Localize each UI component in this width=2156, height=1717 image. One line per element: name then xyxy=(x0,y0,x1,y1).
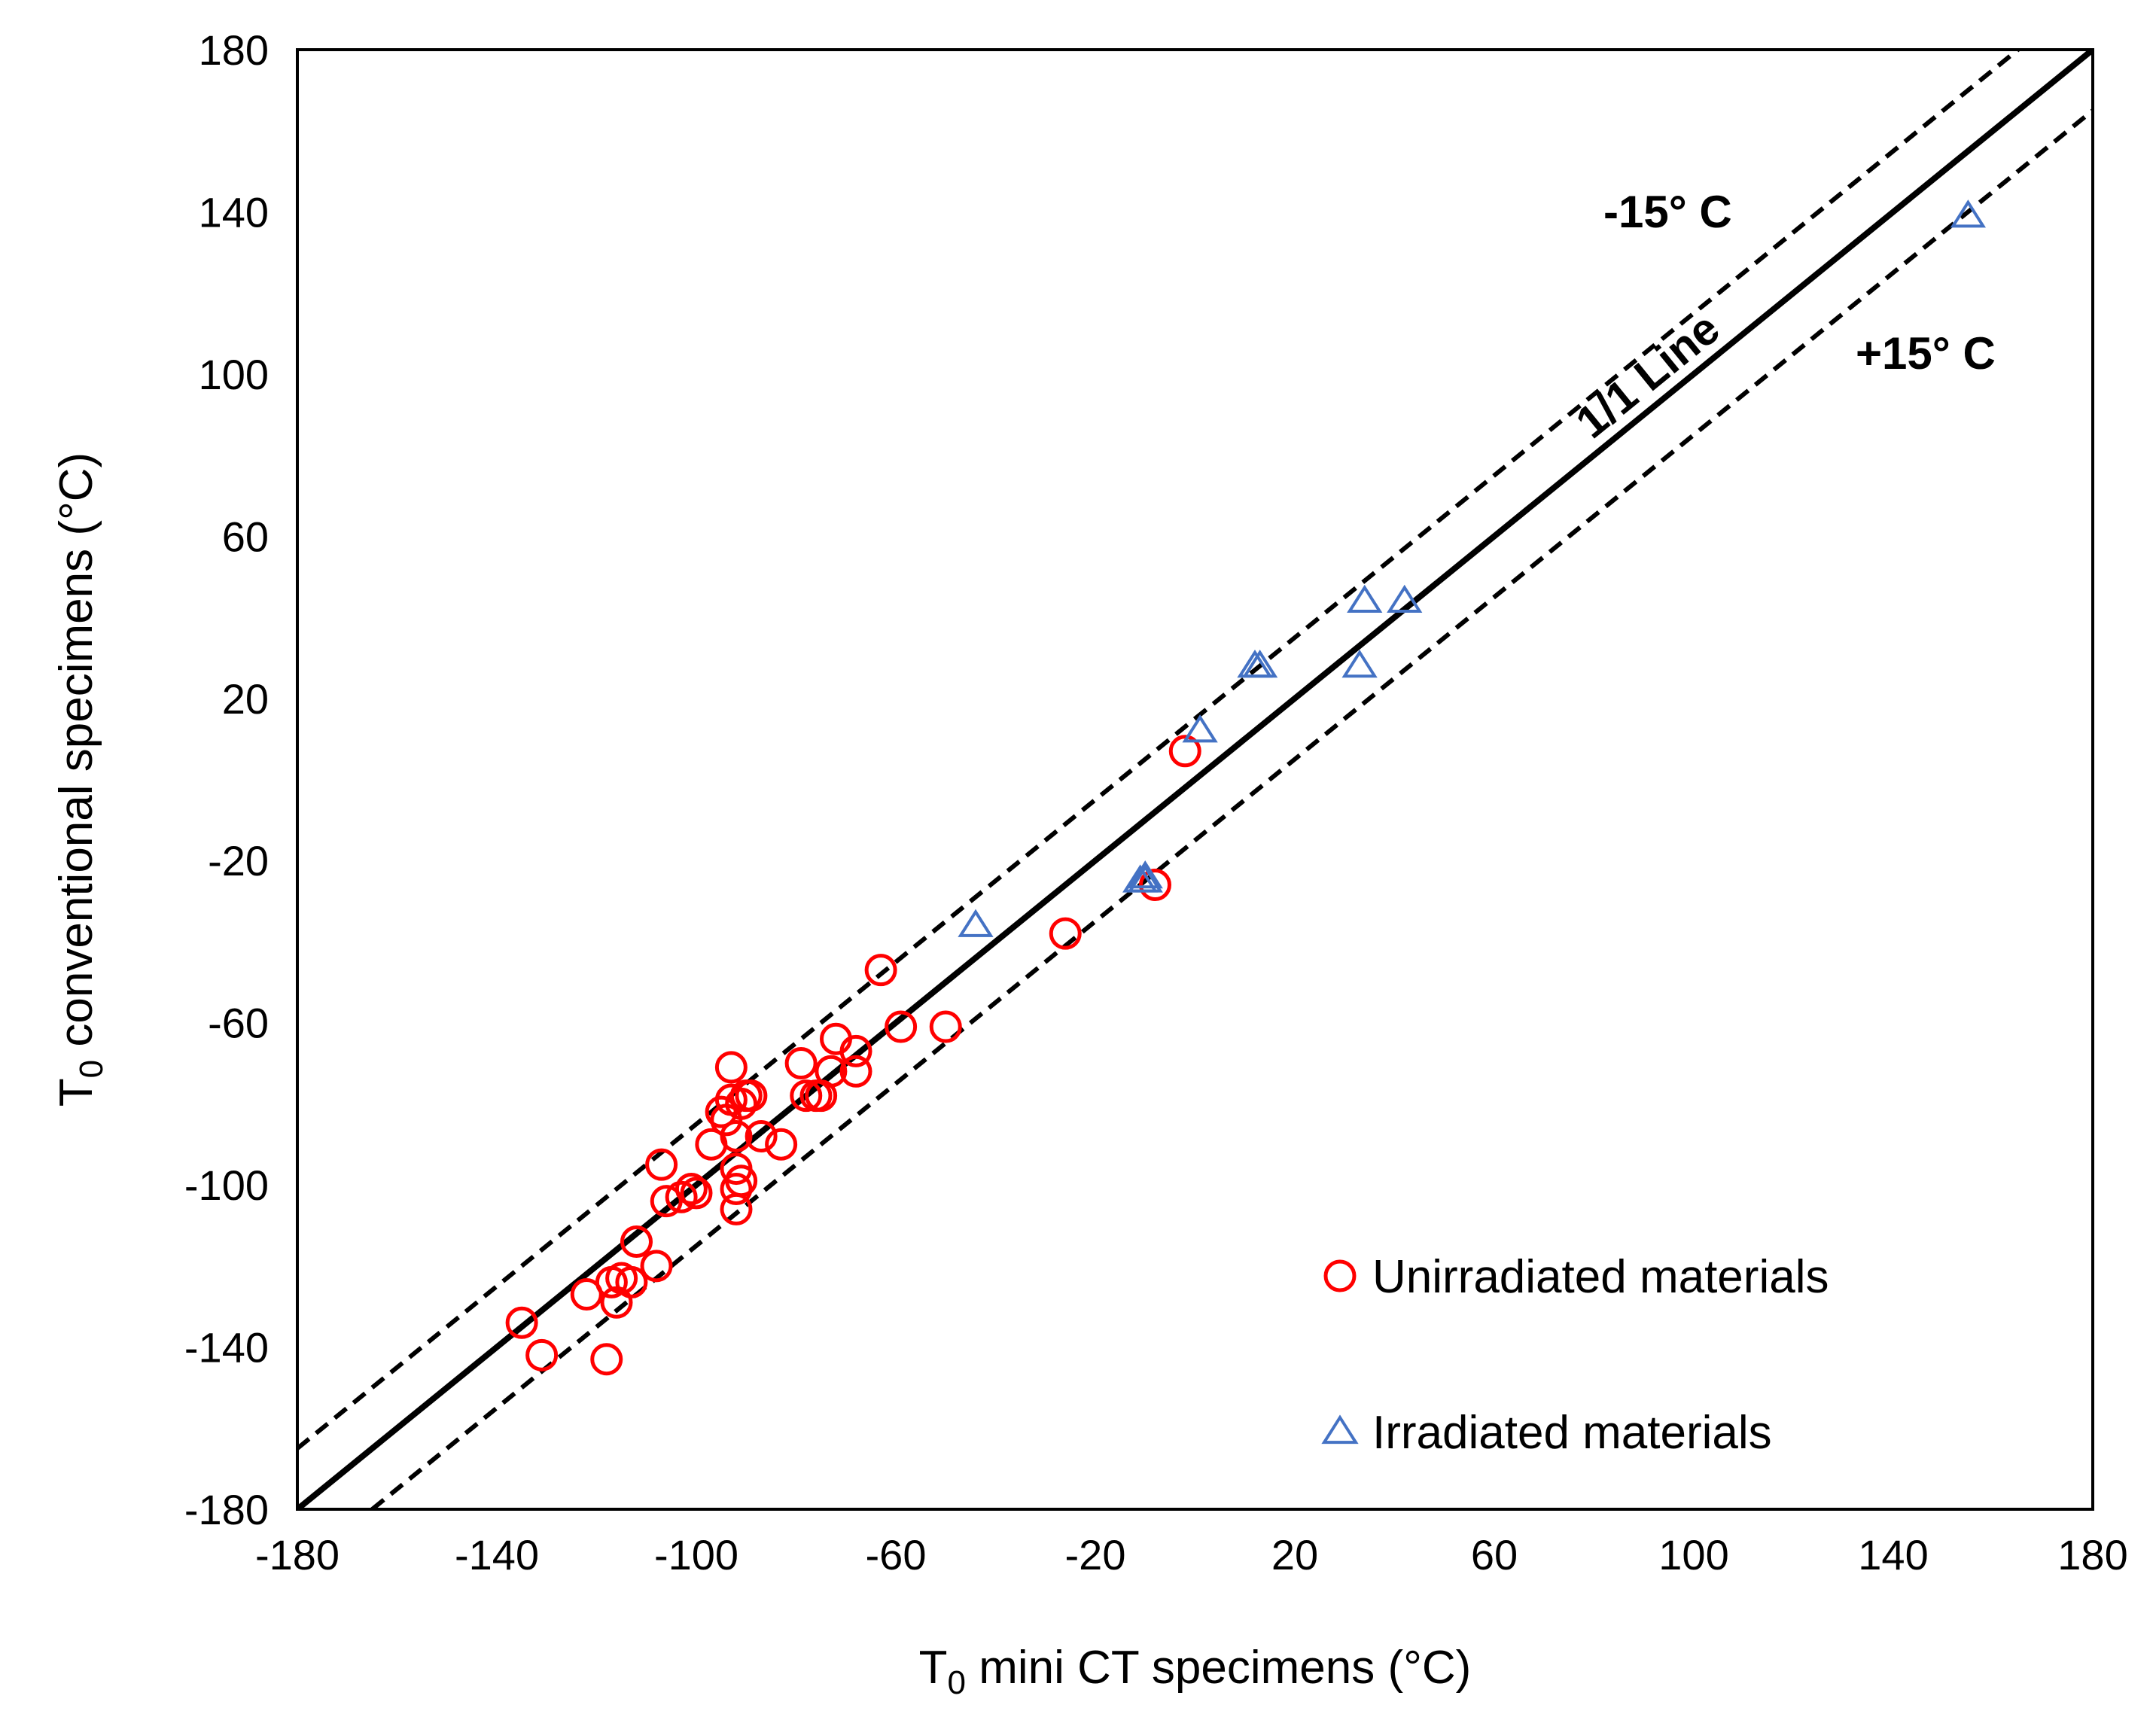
x-tick-label: 140 xyxy=(1858,1531,1928,1578)
point-unirradiated xyxy=(720,1172,753,1205)
point-unirradiated xyxy=(675,1172,708,1205)
point-irradiated xyxy=(1950,199,1987,228)
x-tick-label: -60 xyxy=(866,1531,927,1578)
point-unirradiated xyxy=(590,1343,623,1376)
y-tick-label: -60 xyxy=(208,1000,269,1047)
point-unirradiated xyxy=(640,1250,673,1283)
point-unirradiated xyxy=(765,1128,798,1161)
point-irradiated xyxy=(1127,860,1163,889)
point-irradiated xyxy=(1182,714,1218,743)
data-points xyxy=(505,199,1987,1376)
x-tick-label: 180 xyxy=(2057,1531,2127,1578)
y-tick-label: -180 xyxy=(184,1486,269,1533)
point-unirradiated xyxy=(885,1010,918,1043)
reference-line-2 xyxy=(368,108,2093,1509)
point-irradiated xyxy=(1127,864,1163,893)
reference-lines xyxy=(297,50,2093,1509)
x-axis-ticks: -180 -140 -100 -60 -20 20 60 100 140 180 xyxy=(255,1531,2128,1578)
point-irradiated xyxy=(1241,649,1278,678)
legend-marker-irradiated xyxy=(1321,1414,1359,1445)
point-unirradiated xyxy=(525,1338,559,1371)
point-unirradiated xyxy=(745,1119,778,1152)
point-unirradiated xyxy=(615,1265,648,1298)
x-tick-label: -180 xyxy=(255,1531,340,1578)
point-unirradiated xyxy=(1139,869,1171,902)
point-irradiated xyxy=(958,909,994,937)
point-unirradiated xyxy=(725,1087,758,1120)
point-unirradiated xyxy=(714,1051,748,1084)
x-tick-label: -20 xyxy=(1065,1531,1126,1578)
y-axis-ticks: -180 -140 -100 -60 -20 20 60 100 140 180 xyxy=(184,26,269,1533)
x-tick-label: -100 xyxy=(654,1531,738,1578)
point-unirradiated xyxy=(680,1177,713,1210)
x-tick-label: -140 xyxy=(455,1531,539,1578)
point-unirradiated xyxy=(864,954,897,987)
point-unirradiated xyxy=(725,1164,758,1198)
point-unirradiated xyxy=(720,1119,753,1152)
y-axis-title: T0 conventional specimens (°C) xyxy=(50,452,110,1107)
point-unirradiated xyxy=(505,1306,538,1339)
point-unirradiated xyxy=(665,1180,698,1213)
point-irradiated xyxy=(1387,584,1423,613)
y-tick-label: 100 xyxy=(199,351,269,398)
point-unirradiated xyxy=(815,1055,848,1088)
legend-label-irradiated: Irradiated materials xyxy=(1372,1407,1772,1459)
reference-line-1 xyxy=(297,50,2022,1451)
point-unirradiated xyxy=(735,1079,768,1113)
y-tick-label: 60 xyxy=(222,513,269,560)
x-axis-title: T0 mini CT specimens (°C) xyxy=(919,1642,1472,1701)
annotation-plus-15: +15° C xyxy=(1856,328,1996,379)
point-unirradiated xyxy=(784,1047,818,1080)
y-tick-label: -20 xyxy=(208,837,269,884)
y-tick-label: -140 xyxy=(184,1324,269,1371)
legend-label-unirradiated: Unirradiated materials xyxy=(1372,1251,1829,1303)
point-irradiated xyxy=(1347,584,1383,613)
y-tick-label: 180 xyxy=(199,26,269,74)
point-unirradiated xyxy=(710,1104,743,1137)
point-unirradiated xyxy=(790,1079,823,1113)
x-tick-label: 20 xyxy=(1271,1531,1318,1578)
y-tick-label: -100 xyxy=(184,1161,269,1209)
point-unirradiated xyxy=(929,1010,962,1043)
legend: Unirradiated materials Irradiated materi… xyxy=(1321,1251,1829,1459)
x-tick-label: 60 xyxy=(1471,1531,1518,1578)
point-unirradiated xyxy=(720,1192,753,1225)
reference-line-0 xyxy=(297,50,2093,1509)
point-unirradiated xyxy=(645,1148,678,1181)
point-unirradiated xyxy=(1168,735,1201,768)
point-unirradiated xyxy=(620,1225,653,1259)
point-irradiated xyxy=(1341,649,1378,678)
annotation-minus-15: -15° C xyxy=(1603,187,1732,237)
x-tick-label: 100 xyxy=(1658,1531,1728,1578)
point-unirradiated xyxy=(839,1034,872,1067)
plot-frame xyxy=(296,48,2094,1511)
y-tick-label: 20 xyxy=(222,675,269,723)
legend-marker-unirradiated xyxy=(1323,1259,1357,1292)
point-unirradiated xyxy=(839,1055,872,1088)
point-unirradiated xyxy=(1049,917,1082,950)
y-tick-label: 140 xyxy=(199,188,269,236)
